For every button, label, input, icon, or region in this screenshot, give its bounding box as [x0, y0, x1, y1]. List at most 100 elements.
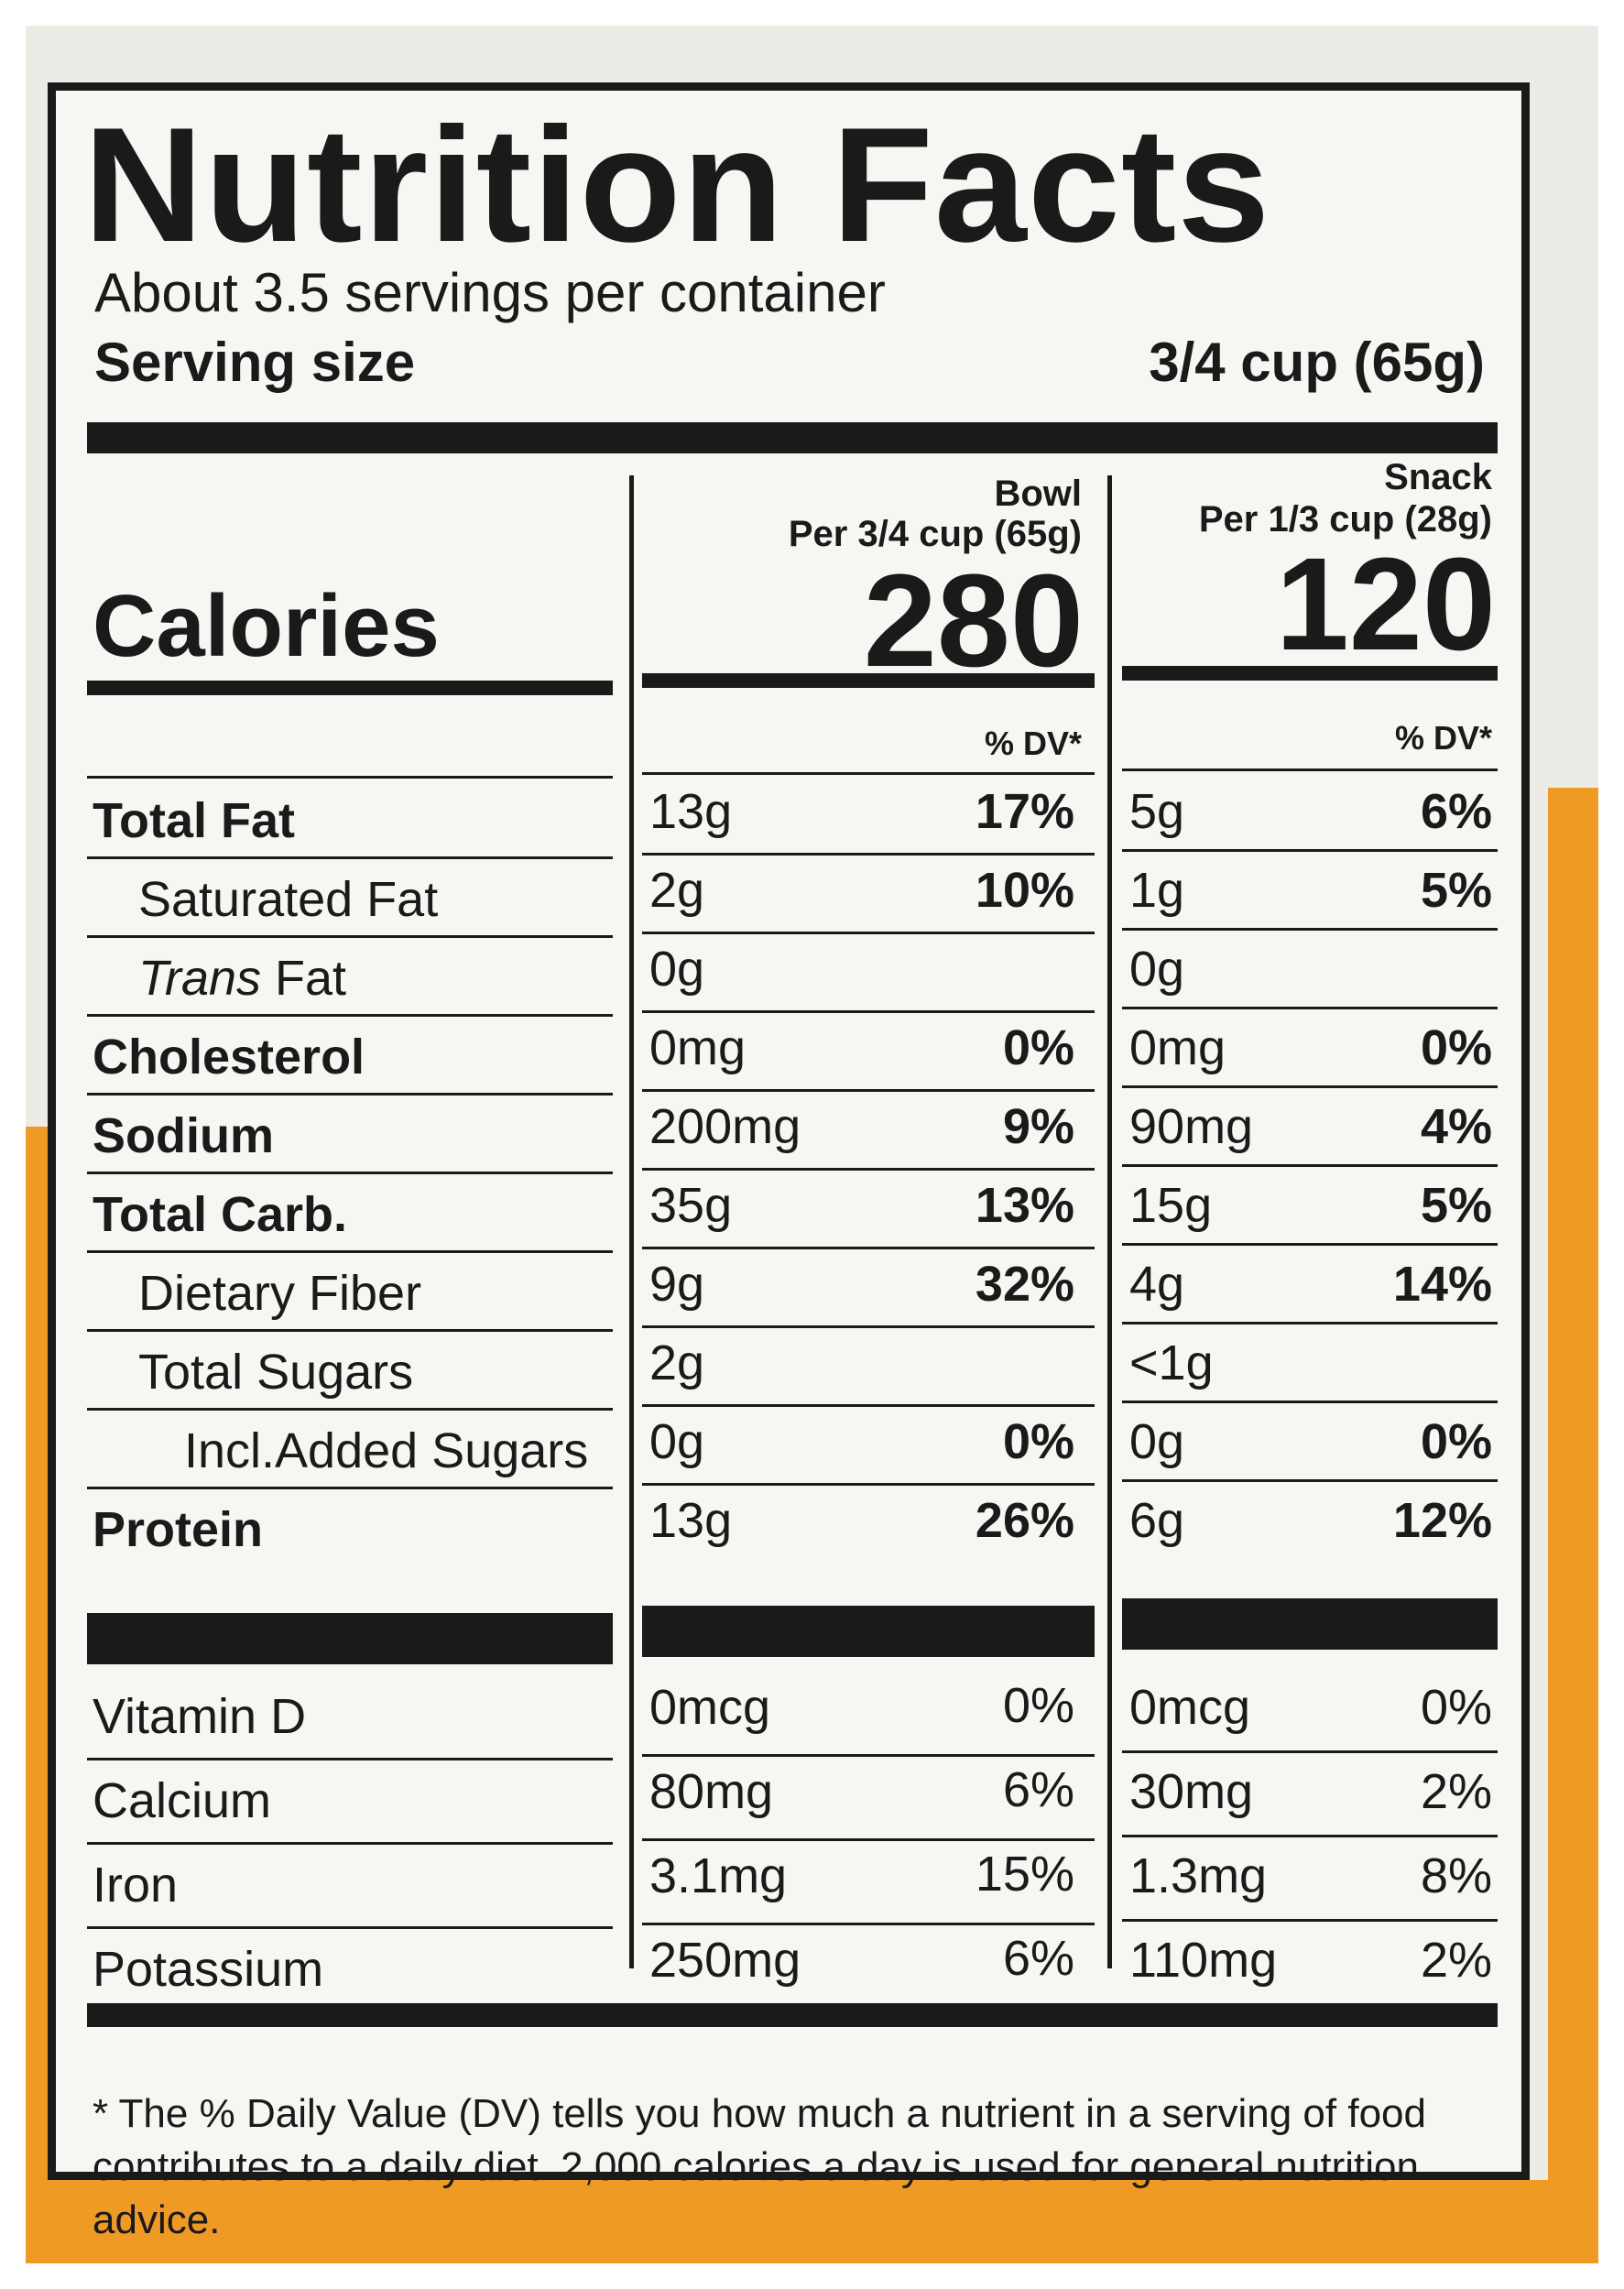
bowl-amount: 0mcg — [649, 1680, 771, 1735]
snack-amount: 6g — [1129, 1493, 1185, 1548]
bowl-amount: 13g — [649, 784, 733, 839]
servings-per-container: About 3.5 servings per container — [94, 262, 886, 323]
row-divider-label — [87, 1250, 613, 1253]
nutrient-label-rest: Fat — [261, 951, 347, 1006]
column-divider-bowl — [629, 475, 634, 1968]
bowl-dv: 0% — [1002, 1678, 1074, 1733]
nutrient-label: Trans Fat — [138, 950, 346, 1007]
row-divider-snack — [1122, 1085, 1498, 1088]
row-divider-snack — [1122, 1164, 1498, 1167]
nutrient-label: Incl.Added Sugars — [184, 1423, 589, 1478]
snack-amount: 1g — [1129, 863, 1185, 918]
snack-amount: 0mg — [1129, 1020, 1226, 1075]
nutrient-label: Protein — [93, 1502, 264, 1557]
vitamin-section-bar-label — [87, 1613, 613, 1664]
calories-bar-bowl — [642, 673, 1095, 688]
row-divider-label — [87, 1172, 613, 1174]
row-divider-bowl — [642, 1168, 1095, 1171]
bowl-amount: 0g — [649, 942, 705, 997]
row-divider-label — [87, 1093, 613, 1095]
thick-divider-top — [87, 422, 1498, 453]
snack-dv: 5% — [1420, 1178, 1492, 1233]
calories-bar-label — [87, 681, 613, 695]
bowl-amount: 3.1mg — [649, 1848, 788, 1903]
snack-column-portion: Per 1/3 cup (28g) — [1198, 499, 1492, 540]
bowl-amount: 250mg — [649, 1933, 801, 1988]
bowl-dv-header: % DV* — [984, 725, 1082, 762]
bowl-dv: 17% — [975, 784, 1074, 839]
row-divider-bowl — [642, 1754, 1095, 1757]
label-title: Nutrition Facts — [83, 93, 1271, 276]
snack-dv-header: % DV* — [1394, 719, 1492, 757]
vitamin-label: Potassium — [93, 1942, 324, 1997]
snack-dv: 4% — [1420, 1099, 1492, 1154]
row-divider-bowl — [642, 1483, 1095, 1486]
bowl-dv: 9% — [1002, 1099, 1074, 1154]
snack-dv: 2% — [1420, 1933, 1492, 1988]
snack-amount: 4g — [1129, 1257, 1185, 1312]
snack-amount: 0g — [1129, 1414, 1185, 1469]
snack-dv: 0% — [1420, 1020, 1492, 1075]
daily-value-footnote: * The % Daily Value (DV) tells you how m… — [93, 2091, 1426, 2242]
vitamin-label: Iron — [93, 1858, 179, 1913]
snack-amount: 30mg — [1129, 1764, 1254, 1819]
row-divider-snack — [1122, 1919, 1498, 1922]
column-divider-snack — [1107, 475, 1112, 1968]
snack-dv: 6% — [1420, 784, 1492, 839]
bowl-dv: 0% — [1002, 1020, 1074, 1075]
row-divider-bowl — [642, 1089, 1095, 1092]
calories-bar-snack — [1122, 666, 1498, 681]
row-divider-bowl — [642, 1325, 1095, 1328]
row-divider-label — [87, 1758, 613, 1760]
row-divider-label — [87, 1014, 613, 1017]
row-divider-label — [87, 1408, 613, 1411]
row-divider-snack — [1122, 1479, 1498, 1482]
vitamin-section-bar-snack — [1122, 1598, 1498, 1650]
serving-size-value: 3/4 cup (65g) — [1149, 332, 1485, 393]
row-divider-snack — [1122, 1401, 1498, 1403]
bowl-amount: 80mg — [649, 1764, 774, 1819]
row-divider-label — [87, 1926, 613, 1929]
bowl-dv: 0% — [1002, 1414, 1074, 1469]
vitamin-label: Calcium — [93, 1773, 272, 1828]
row-divider-snack — [1122, 928, 1498, 931]
bowl-column-portion: Per 3/4 cup (65g) — [788, 514, 1082, 554]
package-orange-panel-bottom — [26, 2180, 1598, 2263]
bowl-amount: 2g — [649, 1335, 705, 1390]
row-divider-label — [87, 1487, 613, 1489]
nutrition-facts-label: Nutrition Facts About 3.5 servings per c… — [48, 82, 1530, 2242]
bowl-column-name: Bowl — [994, 474, 1082, 514]
snack-dv: 2% — [1420, 1764, 1492, 1819]
row-divider-label — [87, 1329, 613, 1332]
nutrient-label: Total Carb. — [93, 1187, 348, 1242]
snack-dv: 0% — [1420, 1680, 1492, 1735]
bowl-amount: 0mg — [649, 1020, 747, 1075]
bowl-dv: 26% — [975, 1493, 1074, 1548]
row-divider-top-label — [87, 776, 613, 779]
bowl-dv: 13% — [975, 1178, 1074, 1233]
row-divider-label — [87, 1842, 613, 1845]
serving-size-label: Serving size — [94, 332, 416, 393]
snack-dv: 5% — [1420, 863, 1492, 918]
nutrient-label: Dietary Fiber — [138, 1266, 422, 1321]
nutrient-label: Total Fat — [93, 793, 295, 848]
snack-amount: 90mg — [1129, 1099, 1254, 1154]
snack-dv: 14% — [1392, 1257, 1492, 1312]
nutrient-label: Total Sugars — [138, 1345, 414, 1400]
row-divider-bowl — [642, 1247, 1095, 1249]
bowl-amount: 0g — [649, 1414, 705, 1469]
snack-amount: 0g — [1129, 942, 1185, 997]
snack-dv: 0% — [1420, 1414, 1492, 1469]
package-orange-panel-right — [1548, 788, 1598, 2263]
snack-dv: 12% — [1392, 1493, 1492, 1548]
row-divider-top-snack — [1122, 768, 1498, 771]
row-divider-label — [87, 856, 613, 859]
nutrient-label: Cholesterol — [93, 1030, 365, 1085]
bowl-dv: 6% — [1002, 1762, 1074, 1817]
snack-amount: 15g — [1129, 1178, 1213, 1233]
nutrient-label: Saturated Fat — [138, 872, 439, 927]
vitamin-section-bar-bowl — [642, 1606, 1095, 1657]
row-divider-snack — [1122, 1322, 1498, 1324]
bowl-dv: 6% — [1002, 1931, 1074, 1986]
row-divider-bowl — [642, 932, 1095, 934]
